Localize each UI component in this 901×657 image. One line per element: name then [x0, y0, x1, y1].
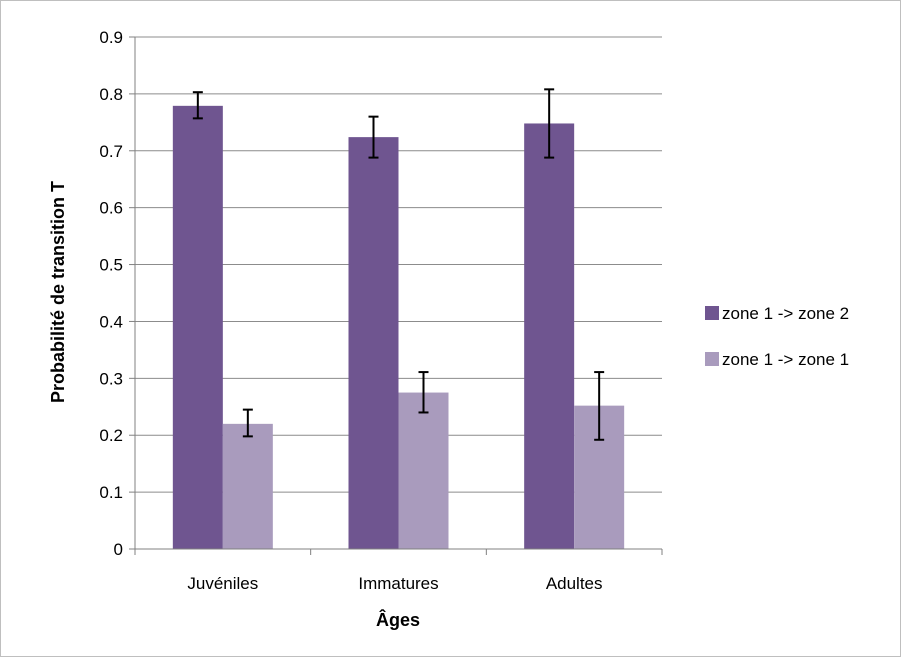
y-tick-label: 0 [114, 540, 123, 559]
y-tick-label: 0.6 [99, 199, 123, 218]
y-axis-title: Probabilité de transition T [48, 181, 68, 403]
error-bars [192, 88, 605, 441]
x-tick-label: Adultes [546, 574, 603, 593]
y-tick-label: 0.7 [99, 142, 123, 161]
y-tick-label: 0.5 [99, 256, 123, 275]
x-tick-labels: Juvéniles Immatures Adultes [187, 574, 602, 593]
y-tick-label: 0.3 [99, 369, 123, 388]
legend: zone 1 -> zone 2 zone 1 -> zone 1 [705, 304, 849, 369]
y-tick-label: 0.4 [99, 312, 123, 331]
bar [172, 105, 223, 549]
bars [172, 105, 625, 550]
x-tick-label: Immatures [358, 574, 438, 593]
legend-swatch [705, 306, 719, 320]
y-tick-labels: 0 0.1 0.2 0.3 0.4 0.5 0.6 0.7 0.8 0.9 [99, 28, 123, 559]
bar [348, 137, 399, 549]
bar [398, 392, 449, 549]
x-tick-label: Juvéniles [187, 574, 258, 593]
y-tick-label: 0.1 [99, 483, 123, 502]
y-tick-label: 0.2 [99, 426, 123, 445]
legend-label: zone 1 -> zone 1 [722, 350, 849, 369]
bar [222, 423, 273, 549]
y-tick-label: 0.9 [99, 28, 123, 47]
x-axis-title: Âges [376, 609, 420, 630]
y-tick-label: 0.8 [99, 85, 123, 104]
bar [524, 123, 575, 550]
legend-swatch [705, 352, 719, 366]
legend-label: zone 1 -> zone 2 [722, 304, 849, 323]
